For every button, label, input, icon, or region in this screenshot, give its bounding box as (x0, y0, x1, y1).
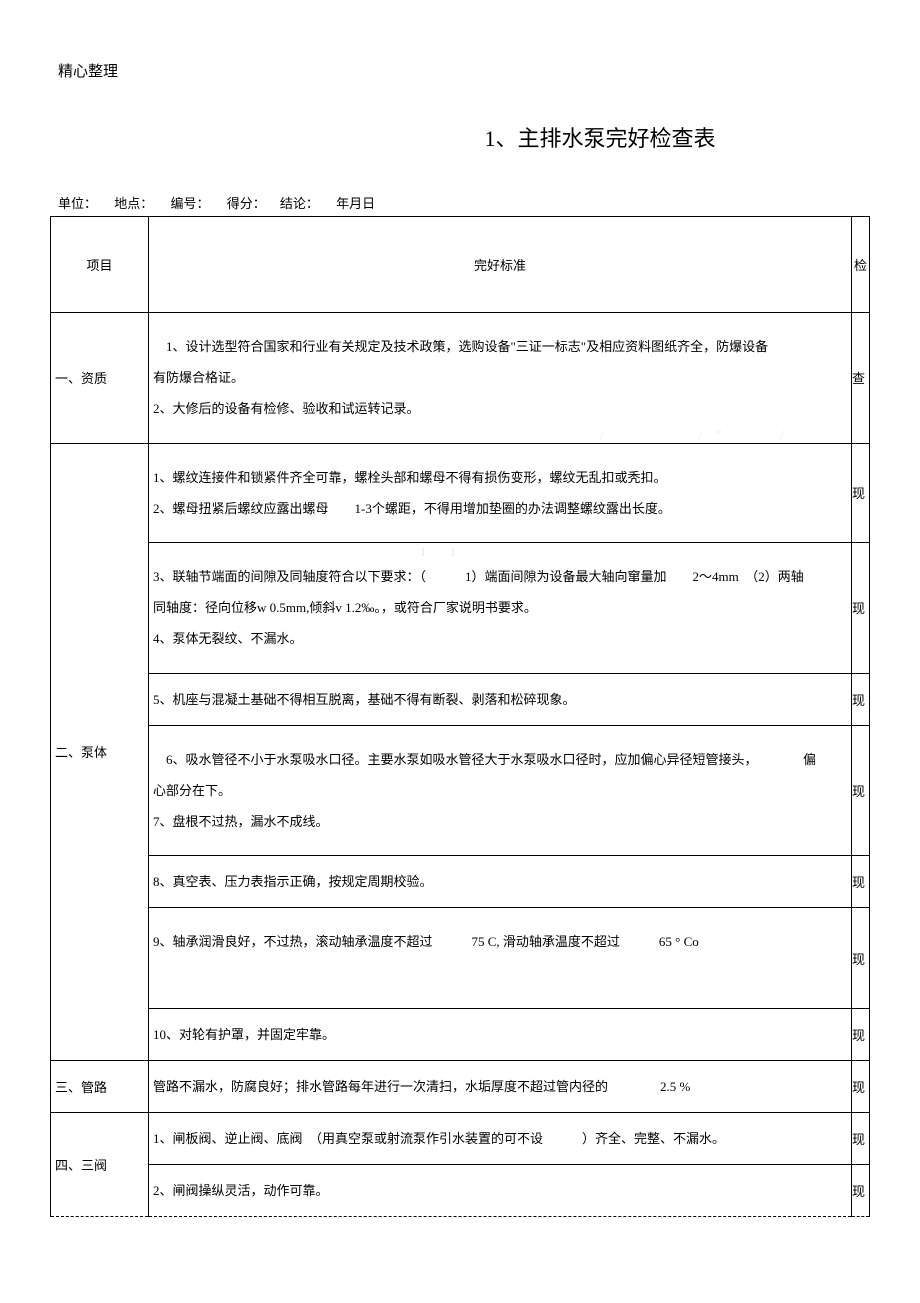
meta-score: 得分： (227, 196, 266, 211)
check-cell: 现 (852, 1060, 870, 1112)
std-cell: 6、吸水管径不小于水泵吸水口径。主要水泵如吸水管径大于水泵吸水口径时，应加偏心异… (149, 725, 852, 856)
project-cell-1: 一、资质 (51, 313, 149, 444)
meta-date: 年月日 (336, 196, 375, 211)
page-title: 1、主排水泵完好检查表 (330, 121, 870, 153)
check-cell: 现 (852, 856, 870, 908)
table-row: 6、吸水管径不小于水泵吸水口径。主要水泵如吸水管径大于水泵吸水口径时，应加偏心异… (51, 725, 870, 856)
check-cell: 现 (852, 1008, 870, 1060)
inspection-table: 项目 完好标准 检 一、资质 1、设计选型符合国家和行业有关规定及技术政策，选购… (50, 216, 870, 1217)
std-cell: 5、机座与混凝土基础不得相互脱离，基础不得有断裂、剥落和松碎现象。 (149, 673, 852, 725)
table-row: 8、真空表、压力表指示正确，按规定周期校验。 现 (51, 856, 870, 908)
check-cell: 现 (852, 443, 870, 542)
table-row: 10、对轮有护罩，并固定牢靠。 现 (51, 1008, 870, 1060)
check-cell: 现 (852, 673, 870, 725)
meta-line: 单位： 地点： 编号： 得分： 结论： 年月日 (58, 193, 870, 212)
project-cell-3: 三、管路 (51, 1060, 149, 1112)
meta-unit: 单位： (58, 196, 97, 211)
meta-conclusion: 结论： (280, 196, 319, 211)
table-row: 2、闸阀操纵灵活，动作可靠。 现 (51, 1165, 870, 1217)
table-row: 5、机座与混凝土基础不得相互脱离，基础不得有断裂、剥落和松碎现象。 现 (51, 673, 870, 725)
table-row: 三、管路 管路不漏水，防腐良好；排水管路每年进行一次清扫，水垢厚度不超过管内径的… (51, 1060, 870, 1112)
table-row: 一、资质 1、设计选型符合国家和行业有关规定及技术政策，选购设备"三证一标志"及… (51, 313, 870, 444)
std-cell: 3、联轴节端面的间隙及同轴度符合以下要求：（ 1）端面间隙为设备最大轴向窜量加 … (149, 542, 852, 673)
std-cell: 8、真空表、压力表指示正确，按规定周期校验。 (149, 856, 852, 908)
meta-place: 地点： (114, 196, 153, 211)
check-cell: 现 (852, 542, 870, 673)
table-row: 3、联轴节端面的间隙及同轴度符合以下要求：（ 1）端面间隙为设备最大轴向窜量加 … (51, 542, 870, 673)
check-cell: 现 (852, 725, 870, 856)
std-cell: 管路不漏水，防腐良好；排水管路每年进行一次清扫，水垢厚度不超过管内径的 2.5 … (149, 1060, 852, 1112)
check-cell: 查 (852, 313, 870, 444)
check-cell: 现 (852, 1113, 870, 1165)
table-row: 四、三阀 1、闸板阀、逆止阀、底阀 （用真空泵或射流泵作引水装置的可不设 ）齐全… (51, 1113, 870, 1165)
table-header-row: 项目 完好标准 检 (51, 217, 870, 313)
std-cell: 1、闸板阀、逆止阀、底阀 （用真空泵或射流泵作引水装置的可不设 ）齐全、完整、不… (149, 1113, 852, 1165)
th-project: 项目 (51, 217, 149, 313)
std-cell: 2、闸阀操纵灵活，动作可靠。 (149, 1165, 852, 1217)
check-cell: 现 (852, 908, 870, 1008)
header-tag: 精心整理 (58, 60, 870, 81)
th-standard: 完好标准 (149, 217, 852, 313)
std-cell: 1、螺纹连接件和锁紧件齐全可靠，螺栓头部和螺母不得有损伤变形，螺纹无乱扣或秃扣。… (149, 443, 852, 542)
std-cell: 9、轴承润滑良好，不过热，滚动轴承温度不超过 75 C, 滑动轴承温度不超过 6… (149, 908, 852, 1008)
th-check: 检 (852, 217, 870, 313)
table-row: 9、轴承润滑良好，不过热，滚动轴承温度不超过 75 C, 滑动轴承温度不超过 6… (51, 908, 870, 1008)
table-row: 二、泵体 1、螺纹连接件和锁紧件齐全可靠，螺栓头部和螺母不得有损伤变形，螺纹无乱… (51, 443, 870, 542)
project-cell-2: 二、泵体 (51, 443, 149, 1060)
project-cell-4: 四、三阀 (51, 1113, 149, 1217)
check-cell: 现 (852, 1165, 870, 1217)
meta-num: 编号： (171, 196, 210, 211)
std-cell: 10、对轮有护罩，并固定牢靠。 (149, 1008, 852, 1060)
std-cell: 1、设计选型符合国家和行业有关规定及技术政策，选购设备"三证一标志"及相应资料图… (149, 313, 852, 444)
